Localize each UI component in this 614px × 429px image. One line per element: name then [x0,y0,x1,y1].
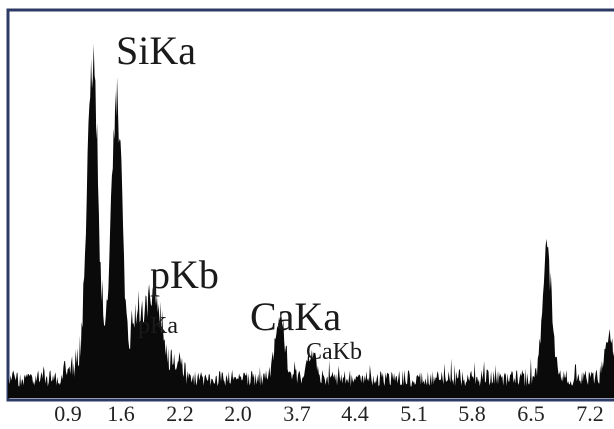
peak-label-caka: CaKa [250,294,341,339]
x-tick-label: 2.2 [166,401,194,426]
x-tick-label: 7.2 [576,401,604,426]
peak-label-pkb: pKb [150,252,219,297]
x-tick-label: 5.8 [458,401,486,426]
peak-label-cakb: CaKb [306,339,362,365]
x-tick-label: 1.6 [107,401,135,426]
x-tick-label: 6.5 [517,401,545,426]
x-tick-label: 0.9 [54,401,82,426]
peak-label-pka: pKa [138,313,178,339]
x-tick-label: 2.0 [224,401,252,426]
x-tick-label: 3.7 [283,401,311,426]
spectrum-area [8,44,614,398]
chart-border [6,8,614,402]
peak-label-sika: SiKa [116,28,196,73]
x-tick-label: 4.4 [341,401,369,426]
x-tick-label: 5.1 [400,401,428,426]
